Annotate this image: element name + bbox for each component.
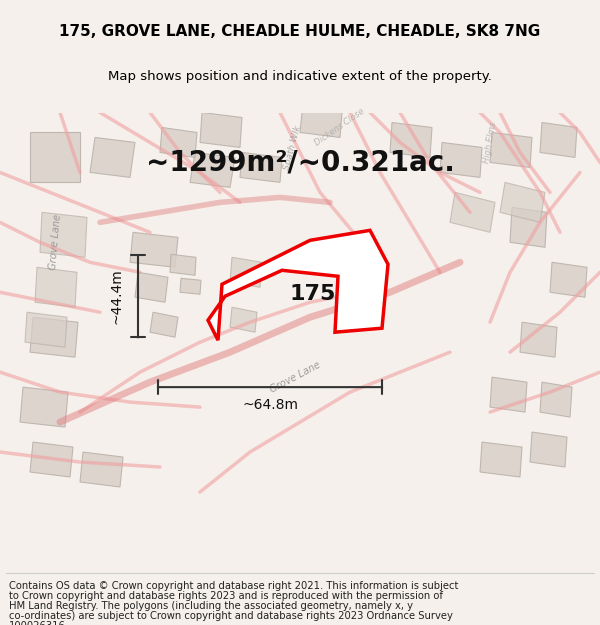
Polygon shape <box>135 272 168 302</box>
Text: Map shows position and indicative extent of the property.: Map shows position and indicative extent… <box>108 70 492 83</box>
Polygon shape <box>20 387 68 427</box>
Text: ~44.4m: ~44.4m <box>109 268 123 324</box>
Text: ~1299m²/~0.321ac.: ~1299m²/~0.321ac. <box>146 148 454 176</box>
Polygon shape <box>90 138 135 178</box>
Polygon shape <box>530 432 567 467</box>
Polygon shape <box>80 452 123 487</box>
Text: Contains OS data © Crown copyright and database right 2021. This information is : Contains OS data © Crown copyright and d… <box>9 581 458 591</box>
Polygon shape <box>540 382 572 417</box>
Polygon shape <box>440 142 482 177</box>
Polygon shape <box>540 122 577 158</box>
Text: to Crown copyright and database rights 2023 and is reproduced with the permissio: to Crown copyright and database rights 2… <box>9 591 443 601</box>
Polygon shape <box>30 318 78 357</box>
Polygon shape <box>300 112 342 138</box>
Text: 175, GROVE LANE, CHEADLE HULME, CHEADLE, SK8 7NG: 175, GROVE LANE, CHEADLE HULME, CHEADLE,… <box>59 24 541 39</box>
Polygon shape <box>40 213 87 258</box>
Polygon shape <box>490 132 532 168</box>
Text: Grove Lane: Grove Lane <box>268 359 322 394</box>
Polygon shape <box>30 442 73 477</box>
Polygon shape <box>200 112 242 148</box>
Text: 175: 175 <box>290 284 336 304</box>
Polygon shape <box>230 258 262 288</box>
Polygon shape <box>150 312 178 338</box>
Text: Spath Wlk: Spath Wlk <box>283 124 303 171</box>
Polygon shape <box>30 132 80 182</box>
Polygon shape <box>208 231 388 340</box>
Polygon shape <box>390 122 432 158</box>
Text: co-ordinates) are subject to Crown copyright and database rights 2023 Ordnance S: co-ordinates) are subject to Crown copyr… <box>9 611 453 621</box>
Text: Dickens Close: Dickens Close <box>313 107 367 148</box>
Polygon shape <box>35 268 77 308</box>
Polygon shape <box>160 127 197 158</box>
Polygon shape <box>510 208 547 248</box>
Polygon shape <box>500 182 545 222</box>
Polygon shape <box>450 192 495 232</box>
Polygon shape <box>190 152 235 188</box>
Text: Grove Lane: Grove Lane <box>47 214 62 271</box>
Polygon shape <box>480 442 522 477</box>
Polygon shape <box>180 278 201 294</box>
Polygon shape <box>490 377 527 412</box>
Polygon shape <box>240 152 282 182</box>
Text: 100026316.: 100026316. <box>9 621 69 625</box>
Polygon shape <box>520 322 557 357</box>
Polygon shape <box>130 232 178 268</box>
Polygon shape <box>170 254 196 275</box>
Text: ~64.8m: ~64.8m <box>242 398 298 412</box>
Polygon shape <box>25 312 67 347</box>
Text: HM Land Registry. The polygons (including the associated geometry, namely x, y: HM Land Registry. The polygons (includin… <box>9 601 413 611</box>
Text: High Elms: High Elms <box>482 121 498 164</box>
Polygon shape <box>550 262 587 298</box>
Polygon shape <box>230 308 257 332</box>
